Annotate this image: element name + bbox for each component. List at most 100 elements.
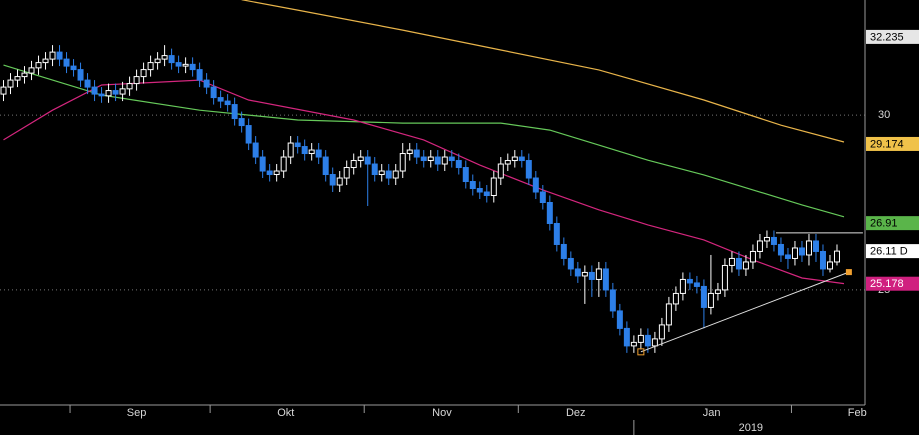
candle-body [98,93,105,97]
candle-body [602,268,609,291]
candle-body [252,142,259,158]
x-tick-label: Nov [432,407,452,419]
candle-body [287,142,294,158]
candle-body [301,146,308,155]
candle-body [49,51,56,60]
price-label-box [866,216,919,231]
candle-body [133,76,140,85]
candle-body [126,83,133,90]
candle-body [819,250,826,270]
candle-body [693,282,700,287]
trendline-anchor [637,348,645,356]
price-label-box [866,244,919,259]
candle-body [35,62,42,69]
candle-body [448,156,455,162]
price-label: 32.235 [870,31,904,43]
candle-body [525,160,532,179]
candle-body [742,261,749,270]
candle-body [378,170,385,176]
candle-body [462,167,469,183]
year-label: 2019 [739,422,763,434]
candle-body [826,261,833,270]
candle-body [777,243,784,256]
candle-body [0,86,7,95]
candle-body [231,104,238,120]
x-tick-label: Feb [848,407,867,419]
candle-body [441,156,448,165]
candle-body [721,264,728,291]
candle-body [189,63,196,71]
candle-body [637,334,644,343]
candle-body [756,240,763,252]
x-tick-label: Jan [703,407,721,419]
candle-body [672,292,679,305]
candle-body [322,156,329,176]
candle-body [224,100,231,106]
candle-body [350,160,357,169]
candle-body [112,90,119,95]
candle-body [714,289,721,294]
candle-body [749,250,756,263]
candle-body [511,156,518,162]
candle-body [567,257,574,270]
candle-body [294,142,301,148]
candle-body [812,240,819,252]
trendline-anchor [845,269,852,276]
x-tick-label: Okt [277,407,294,419]
price-label: 26.91 [870,218,898,230]
candle-body [210,86,217,99]
candle-body [217,97,224,102]
candle-body [119,88,126,95]
candle-body [735,257,742,270]
candle-body [56,51,63,60]
candle-body [476,188,483,193]
candle-body [490,177,497,197]
candle-body [21,72,28,78]
candle-body [28,67,35,74]
candle-body [728,257,735,266]
candle-body [707,292,714,308]
candle-body [770,236,777,245]
candle-body [588,271,595,280]
candle-body [532,177,539,193]
price-label: 25.178 [870,278,904,290]
candle-body [455,160,462,169]
candle-body [399,153,406,172]
candle-body [665,303,672,326]
candle-body [413,149,420,158]
candle-body [686,278,693,284]
candle-body [175,62,182,67]
candle-body [497,163,504,179]
candle-body [609,289,616,312]
price-label-box [866,136,919,151]
candle-body [91,86,98,95]
candle-body [784,254,791,259]
candle-body [574,268,581,277]
candle-body [329,174,336,186]
candle-body [700,285,707,308]
candle-body [791,247,798,259]
candle-body [14,76,21,81]
moving-average-line [241,0,845,143]
plot-area [0,0,845,353]
candle-body [371,163,378,176]
moving-average-line [3,64,845,218]
candle-body [546,202,553,224]
candle-body [630,341,637,347]
candle-body [308,149,315,155]
price-label-box [866,276,919,291]
axes: 3025SepOktNovDezJanFeb2019 [69,109,890,435]
candle-body [203,79,210,88]
candle-body [644,334,651,347]
candle-body [238,118,245,127]
candle-body [168,55,175,64]
candle-body [70,65,77,71]
trendline [640,271,850,353]
candle-body [196,69,203,81]
candle-body [154,58,161,64]
candle-body [798,247,805,256]
candle-body [595,268,602,280]
candle-body [161,55,168,60]
candle-body [42,58,49,64]
